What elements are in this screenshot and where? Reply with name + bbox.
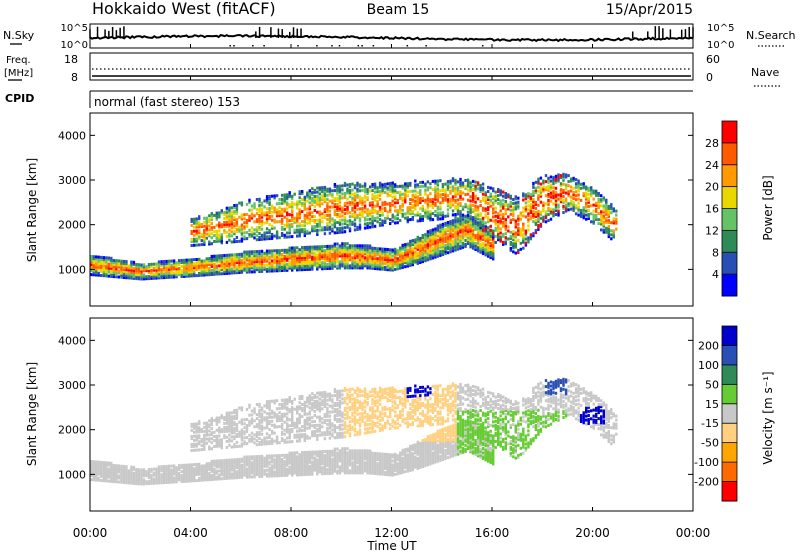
- beam-label: Beam 15: [367, 2, 430, 18]
- freq-label-line1: Freq.: [6, 55, 31, 66]
- power-y-axis: 1000 2000 3000 4000: [58, 129, 693, 276]
- noise-left-label: N.Sky: [3, 29, 35, 42]
- noise-traces: [89, 26, 694, 47]
- station-title: Hokkaido West (fitACF): [92, 0, 276, 18]
- svg-text:1000: 1000: [58, 263, 86, 276]
- freq-tick-bottom: 8: [71, 71, 78, 84]
- freq-label-line2: [MHz]: [4, 68, 33, 79]
- nave-tick-top: 60: [706, 53, 720, 66]
- power-colorbar: 4 8 12 16 20 24 28: [705, 120, 738, 297]
- svg-text:2000: 2000: [58, 219, 86, 232]
- power-y-label: Slant Range [km]: [25, 158, 39, 262]
- noise-tick-top-left: 10^5: [61, 23, 88, 34]
- svg-text:28: 28: [705, 137, 719, 150]
- time-x-axis: 00:00 04:00 08:00 12:00 16:00 20:00 00:00: [73, 44, 710, 540]
- noise-tick-bottom-right: 10^0: [707, 40, 734, 51]
- noise-right-label: N.Search: [746, 29, 796, 42]
- svg-text:4: 4: [712, 268, 719, 281]
- noise-tick-bottom-left: 10^0: [61, 40, 88, 51]
- nave-tick-bottom: 0: [706, 71, 713, 84]
- velocity-panel-frame: [89, 317, 694, 512]
- freq-tick-top: 18: [64, 53, 78, 66]
- x-axis-label: Time UT: [366, 539, 417, 553]
- svg-text:3000: 3000: [58, 174, 86, 187]
- cpid-text: normal (fast stereo) 153: [94, 95, 240, 109]
- nave-label: Nave: [751, 66, 779, 79]
- svg-text:12: 12: [705, 224, 719, 237]
- svg-text:16: 16: [705, 203, 719, 216]
- velocity-colorbar-label: Velocity [m s⁻¹]: [761, 371, 775, 464]
- power-heatmap: [90, 172, 618, 281]
- svg-text:24: 24: [705, 159, 719, 172]
- power-colorbar-label: Power [dB]: [761, 175, 775, 240]
- svg-text:8: 8: [712, 246, 719, 259]
- velocity-heatmap: [90, 377, 618, 486]
- power-panel-frame: [89, 112, 694, 307]
- velocity-y-label: Slant Range [km]: [25, 362, 39, 466]
- date-label: 15/Apr/2015: [606, 2, 693, 18]
- svg-text:4000: 4000: [58, 129, 86, 142]
- cpid-label: CPID: [5, 92, 34, 105]
- svg-text:20: 20: [705, 181, 719, 194]
- noise-tick-top-right: 10^5: [707, 23, 734, 34]
